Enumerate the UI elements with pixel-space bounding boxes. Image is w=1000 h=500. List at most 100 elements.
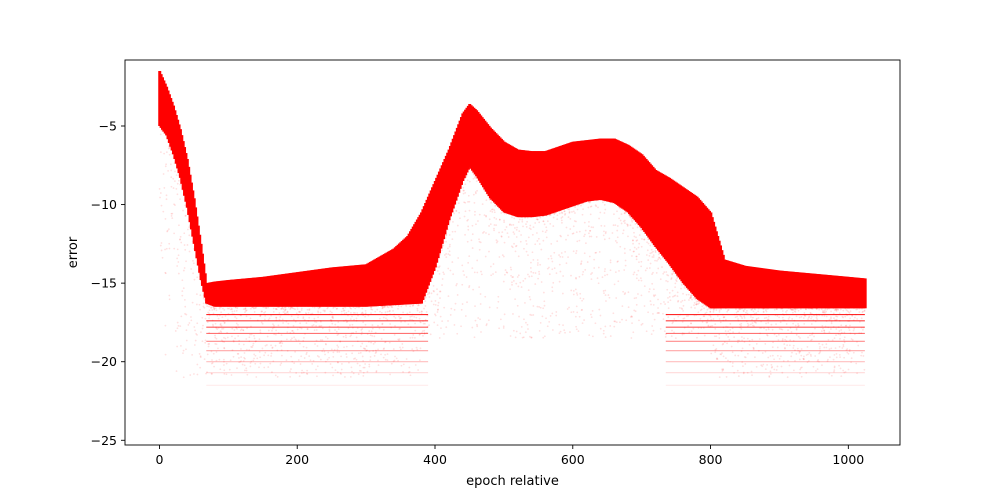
scatter-point: [434, 303, 437, 306]
scatter-point: [631, 322, 633, 324]
scatter-point: [790, 308, 793, 311]
scatter-point: [300, 355, 303, 358]
scatter-point: [493, 209, 496, 211]
scatter-point: [830, 374, 833, 377]
scatter-point: [480, 270, 482, 273]
scatter-point: [180, 315, 183, 318]
scatter-point: [792, 369, 795, 372]
scatter-point: [627, 291, 630, 294]
scatter-point: [466, 301, 468, 304]
scatter-point: [191, 240, 194, 243]
scatter-point: [792, 339, 795, 342]
scatter-point: [789, 307, 792, 310]
scatter-point: [509, 288, 511, 291]
scatter-point: [583, 233, 586, 236]
scatter-point: [665, 279, 668, 282]
scatter-point: [828, 372, 831, 375]
scatter-point: [697, 303, 700, 305]
scatter-point: [376, 308, 379, 311]
scatter-point: [628, 213, 631, 216]
scatter-point: [588, 220, 590, 223]
scatter-point: [389, 373, 391, 376]
scatter-point: [639, 226, 642, 229]
scatter-point: [727, 359, 729, 362]
scatter-point: [738, 339, 741, 342]
scatter-point: [455, 284, 458, 287]
scatter-point: [513, 242, 515, 245]
scatter-point: [208, 312, 211, 315]
scatter-point: [350, 311, 352, 314]
scatter-point: [390, 304, 392, 307]
scatter-point: [452, 220, 454, 223]
scatter-point: [220, 306, 222, 309]
scatter-point: [775, 323, 777, 326]
scatter-point: [504, 273, 506, 276]
scatter-point: [690, 294, 692, 297]
scatter-point: [236, 305, 239, 308]
scatter-point: [545, 236, 548, 239]
scatter-point: [833, 366, 836, 369]
scatter-point: [344, 306, 347, 309]
scatter-point: [750, 316, 752, 318]
scatter-point: [553, 213, 556, 215]
scatter-point: [424, 300, 427, 302]
scatter-point: [463, 177, 466, 180]
scatter-point: [538, 330, 541, 332]
scatter-point: [794, 324, 797, 327]
scatter-point: [709, 307, 711, 309]
scatter-point: [501, 254, 504, 257]
scatter-point: [767, 356, 770, 359]
scatter-point: [488, 198, 491, 201]
scatter-point: [576, 293, 579, 296]
scatter-point: [221, 316, 224, 319]
scatter-point: [485, 214, 487, 217]
scatter-point: [705, 304, 707, 307]
scatter-point: [297, 339, 300, 342]
scatter-point: [208, 317, 210, 320]
scatter-point: [259, 362, 262, 365]
scatter-point: [850, 357, 853, 360]
scatter-point: [285, 338, 288, 341]
scatter-point: [265, 344, 268, 346]
scatter-point: [335, 307, 338, 310]
scatter-point: [582, 297, 585, 300]
scatter-point: [825, 346, 828, 349]
scatter-point: [702, 304, 705, 306]
scatter-point: [782, 360, 785, 362]
scatter-point: [164, 248, 166, 251]
scatter-point: [543, 223, 546, 226]
scatter-point: [265, 307, 268, 310]
scatter-point: [512, 231, 515, 234]
scatter-point: [545, 317, 547, 320]
scatter-point: [564, 331, 566, 334]
scatter-point: [641, 238, 643, 240]
scatter-point: [776, 315, 779, 317]
scatter-point: [222, 307, 224, 310]
scatter-point: [530, 336, 533, 339]
scatter-point: [253, 337, 256, 340]
scatter-point: [280, 334, 283, 337]
scatter-point: [479, 318, 481, 321]
scatter-point: [468, 255, 471, 258]
scatter-point: [583, 319, 585, 321]
scatter-point: [422, 334, 424, 337]
scatter-point: [417, 369, 420, 371]
scatter-point: [248, 336, 251, 339]
scatter-point: [744, 363, 747, 365]
scatter-point: [532, 226, 535, 229]
scatter-point: [438, 265, 441, 268]
scatter-point: [159, 151, 162, 154]
scatter-point: [623, 219, 626, 222]
scatter-point: [448, 245, 451, 248]
scatter-point: [206, 353, 209, 356]
scatter-point: [185, 313, 188, 316]
scatter-point: [390, 305, 393, 308]
scatter-point: [538, 270, 540, 273]
scatter-point: [652, 312, 654, 315]
scatter-point: [208, 309, 211, 312]
scatter-point: [392, 360, 395, 363]
scatter-point: [842, 345, 845, 348]
scatter-point: [501, 209, 504, 212]
scatter-point: [299, 322, 302, 325]
scatter-point: [532, 216, 535, 218]
